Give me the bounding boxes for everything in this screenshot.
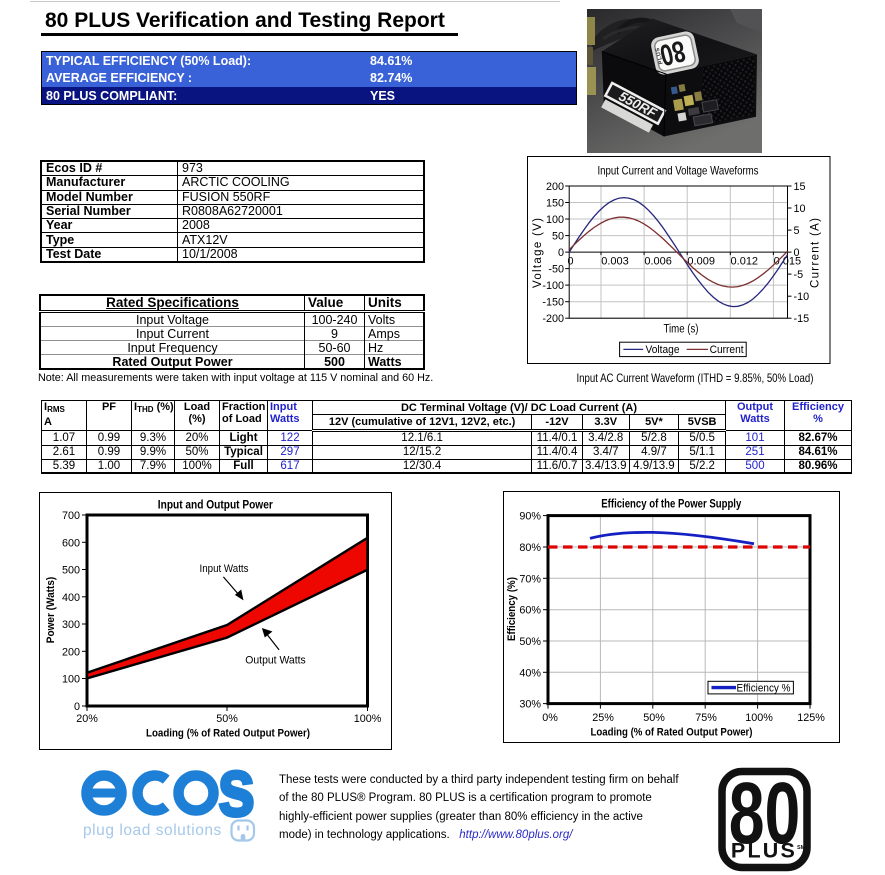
svg-text:50%: 50% xyxy=(519,636,541,648)
svg-text:-100: -100 xyxy=(542,280,564,292)
svg-text:PLUS: PLUS xyxy=(731,839,797,863)
svg-text:SM: SM xyxy=(797,845,806,851)
svg-text:200: 200 xyxy=(62,646,80,658)
svg-text:Input Watts: Input Watts xyxy=(200,563,249,575)
svg-text:Loading (% of Rated Output Pow: Loading (% of Rated Output Power) xyxy=(146,728,310,740)
svg-text:Input and Output Power: Input and Output Power xyxy=(158,498,273,512)
svg-text:Current (A): Current (A) xyxy=(810,218,822,288)
svg-text:50%: 50% xyxy=(643,712,665,724)
svg-text:Efficiency %: Efficiency % xyxy=(737,683,791,695)
svg-text:s: s xyxy=(218,758,256,834)
svg-text:80: 80 xyxy=(729,766,801,863)
svg-text:100%: 100% xyxy=(745,712,773,724)
svg-text:0.003: 0.003 xyxy=(601,256,629,268)
svg-text:100: 100 xyxy=(62,674,80,686)
svg-text:50%: 50% xyxy=(216,713,238,725)
svg-text:0.006: 0.006 xyxy=(644,256,672,268)
svg-text:100: 100 xyxy=(546,214,564,226)
svg-text:0.009: 0.009 xyxy=(687,256,715,268)
svg-text:0: 0 xyxy=(558,247,564,259)
svg-text:300: 300 xyxy=(62,619,80,631)
svg-text:Loading (% of Rated Output Pow: Loading (% of Rated Output Power) xyxy=(591,727,753,739)
svg-text:400: 400 xyxy=(62,592,80,604)
svg-text:Time (s): Time (s) xyxy=(664,324,699,336)
svg-text:15: 15 xyxy=(794,181,806,193)
svg-text:40%: 40% xyxy=(519,667,541,679)
svg-text:Input Current and Voltage Wave: Input Current and Voltage Waveforms xyxy=(598,164,759,178)
svg-text:Voltage: Voltage xyxy=(646,344,680,356)
svg-text:-15: -15 xyxy=(794,313,810,325)
svg-text:-50: -50 xyxy=(548,264,564,276)
svg-text:200: 200 xyxy=(546,181,564,193)
svg-text:100%: 100% xyxy=(354,713,382,725)
svg-text:Input AC Current Waveform (ITH: Input AC Current Waveform (ITHD = 9.85%,… xyxy=(577,371,814,385)
svg-text:60%: 60% xyxy=(519,605,541,617)
svg-text:0%: 0% xyxy=(542,712,558,724)
svg-text:500: 500 xyxy=(62,565,80,577)
svg-text:plug load solutions: plug load solutions xyxy=(83,822,222,839)
svg-text:700: 700 xyxy=(62,510,80,522)
svg-text:-5: -5 xyxy=(794,269,804,281)
svg-text:PLUS: PLUS xyxy=(655,46,665,64)
svg-text:-10: -10 xyxy=(794,291,810,303)
svg-text:20%: 20% xyxy=(76,713,98,725)
svg-text:0: 0 xyxy=(74,701,80,713)
svg-text:50: 50 xyxy=(552,231,564,243)
svg-text:150: 150 xyxy=(546,197,564,209)
svg-text:25%: 25% xyxy=(592,712,614,724)
svg-text:5: 5 xyxy=(794,225,800,237)
svg-text:90%: 90% xyxy=(519,511,541,523)
svg-text:Current: Current xyxy=(710,344,744,356)
svg-text:Power (Watts): Power (Watts) xyxy=(45,576,57,643)
svg-text:-200: -200 xyxy=(542,313,564,325)
svg-text:10: 10 xyxy=(794,203,806,215)
svg-text:Voltage (V): Voltage (V) xyxy=(532,218,544,288)
svg-text:0: 0 xyxy=(794,247,800,259)
svg-text:80%: 80% xyxy=(519,542,541,554)
svg-text:75%: 75% xyxy=(695,712,717,724)
svg-text:70%: 70% xyxy=(519,573,541,585)
svg-text:-150: -150 xyxy=(542,297,564,309)
svg-text:Output Watts: Output Watts xyxy=(245,654,306,666)
svg-text:Efficiency of the Power Supply: Efficiency of the Power Supply xyxy=(601,497,741,511)
svg-text:0.012: 0.012 xyxy=(731,256,759,268)
svg-text:125%: 125% xyxy=(797,712,825,724)
svg-text:0: 0 xyxy=(567,256,573,268)
svg-text:Efficiency (%): Efficiency (%) xyxy=(506,577,518,641)
svg-text:30%: 30% xyxy=(519,699,541,711)
svg-text:600: 600 xyxy=(62,537,80,549)
